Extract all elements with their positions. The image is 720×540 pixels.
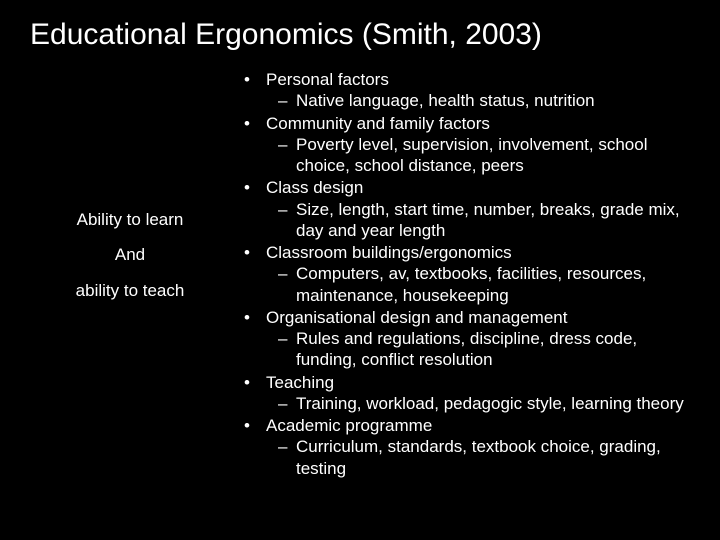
sub-item: Rules and regulations, discipline, dress… bbox=[266, 328, 690, 371]
list-item: Community and family factors Poverty lev… bbox=[230, 113, 690, 177]
left-line-3: ability to teach bbox=[40, 280, 220, 301]
bullet-list: Personal factors Native language, health… bbox=[230, 69, 690, 479]
sub-item: Training, workload, pedagogic style, lea… bbox=[266, 393, 690, 414]
left-line-1: Ability to learn bbox=[40, 209, 220, 230]
bullet-label: Class design bbox=[266, 178, 363, 197]
left-column: Ability to learn And ability to teach bbox=[30, 69, 220, 530]
list-item: Class design Size, length, start time, n… bbox=[230, 177, 690, 241]
bullet-label: Personal factors bbox=[266, 70, 389, 89]
bullet-label: Classroom buildings/ergonomics bbox=[266, 243, 512, 262]
list-item: Personal factors Native language, health… bbox=[230, 69, 690, 112]
sub-item: Curriculum, standards, textbook choice, … bbox=[266, 436, 690, 479]
bullet-label: Community and family factors bbox=[266, 114, 490, 133]
sub-item: Size, length, start time, number, breaks… bbox=[266, 199, 690, 242]
bullet-label: Organisational design and management bbox=[266, 308, 567, 327]
sub-item: Poverty level, supervision, involvement,… bbox=[266, 134, 690, 177]
list-item: Academic programme Curriculum, standards… bbox=[230, 415, 690, 479]
bullet-label: Academic programme bbox=[266, 416, 432, 435]
list-item: Teaching Training, workload, pedagogic s… bbox=[230, 372, 690, 415]
slide-title: Educational Ergonomics (Smith, 2003) bbox=[30, 18, 690, 51]
list-item: Organisational design and management Rul… bbox=[230, 307, 690, 371]
sub-item: Computers, av, textbooks, facilities, re… bbox=[266, 263, 690, 306]
left-line-2: And bbox=[40, 244, 220, 265]
list-item: Classroom buildings/ergonomics Computers… bbox=[230, 242, 690, 306]
bullet-label: Teaching bbox=[266, 373, 334, 392]
right-column: Personal factors Native language, health… bbox=[220, 69, 690, 530]
slide-body: Ability to learn And ability to teach Pe… bbox=[30, 69, 690, 530]
sub-item: Native language, health status, nutritio… bbox=[266, 90, 690, 111]
slide: Educational Ergonomics (Smith, 2003) Abi… bbox=[0, 0, 720, 540]
